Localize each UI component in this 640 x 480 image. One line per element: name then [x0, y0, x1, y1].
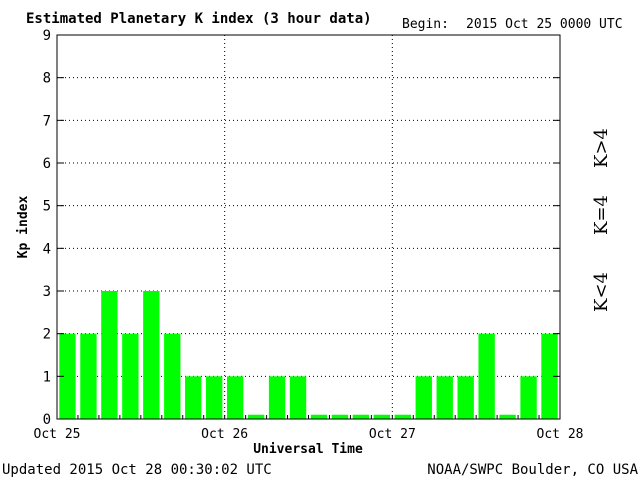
chart-title: Estimated Planetary K index (3 hour data… — [26, 11, 372, 27]
kp-bar — [373, 414, 391, 419]
legend-k-less-4: K<4 — [591, 272, 612, 312]
kp-bar — [436, 376, 453, 419]
grid-lines — [57, 35, 560, 419]
x-tick-label: Oct 25 — [34, 427, 81, 442]
kp-bar — [122, 333, 139, 419]
updated-timestamp: Updated 2015 Oct 28 00:30:02 UTC — [2, 462, 272, 478]
y-tick-label: 2 — [43, 327, 51, 343]
kp-bar — [143, 291, 160, 419]
kp-bar — [268, 376, 286, 419]
kp-bar — [541, 333, 558, 419]
kp-bar — [415, 376, 432, 419]
kp-bar — [101, 291, 118, 419]
x-axis-label: Universal Time — [253, 442, 363, 457]
x-tick-label: Oct 28 — [537, 427, 584, 442]
kp-bar — [289, 376, 307, 419]
kp-bar — [499, 414, 516, 419]
source-credit: NOAA/SWPC Boulder, CO USA — [427, 462, 638, 478]
legend-k-greater-4: K>4 — [591, 128, 612, 168]
kp-bar — [206, 376, 223, 419]
y-tick-label: 4 — [43, 241, 51, 257]
kp-bar — [520, 376, 537, 419]
x-tick-label: Oct 27 — [369, 427, 416, 442]
kp-bar — [331, 414, 349, 419]
y-tick-label: 7 — [43, 113, 51, 129]
kp-bar — [164, 333, 181, 419]
begin-value: 2015 Oct 25 0000 UTC — [466, 17, 623, 32]
y-tick-label: 1 — [43, 369, 51, 385]
kp-bar — [394, 414, 411, 419]
kp-bar — [185, 376, 202, 419]
kp-bar — [247, 414, 265, 419]
y-axis-label: Kp index — [16, 196, 31, 259]
x-tick-labels: Oct 25 Oct 26 Oct 27 Oct 28 — [34, 427, 584, 442]
kp-bar — [80, 333, 97, 419]
kp-bar — [226, 376, 244, 419]
legend-k-equal-4: K=4 — [591, 195, 612, 235]
y-tick-label: 3 — [43, 284, 51, 300]
kp-bar — [310, 414, 328, 419]
y-tick-label: 9 — [43, 28, 51, 44]
kp-bar — [478, 333, 495, 419]
y-tick-labels: 0 1 2 3 4 5 6 7 8 9 — [43, 28, 51, 428]
axis-ticks — [56, 34, 561, 420]
begin-label: Begin: — [402, 17, 449, 32]
y-tick-label: 6 — [43, 156, 51, 172]
bars — [59, 291, 558, 419]
kp-bar — [352, 414, 370, 419]
x-tick-label: Oct 26 — [201, 427, 248, 442]
y-tick-label: 8 — [43, 71, 51, 87]
y-tick-label: 5 — [43, 199, 51, 215]
y-tick-label: 0 — [43, 412, 51, 428]
kp-bar — [457, 376, 474, 419]
kp-bar — [59, 333, 76, 419]
